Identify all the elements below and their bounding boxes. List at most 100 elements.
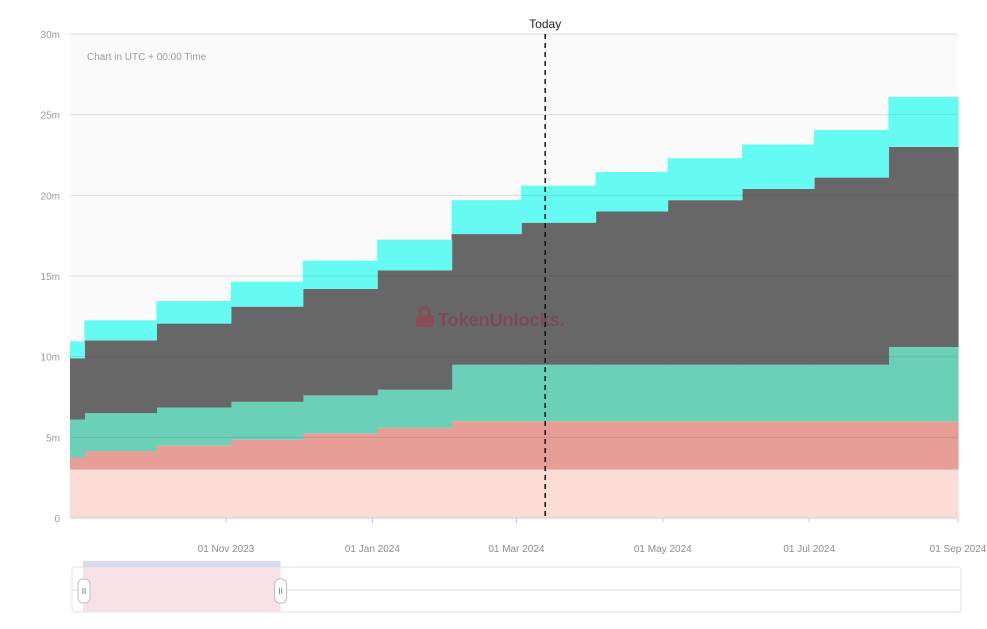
navigator-selection-top — [83, 561, 281, 567]
series-4-segment — [451, 234, 522, 365]
series-4-segment — [521, 222, 597, 365]
series-2-segment — [70, 457, 85, 470]
series-3-segment — [451, 364, 522, 422]
series-1 — [70, 469, 959, 518]
series-2-segment — [667, 421, 743, 470]
series-4-segment — [156, 323, 232, 408]
navigator-handle-left[interactable]: II — [77, 578, 91, 604]
series-3-segment — [377, 389, 453, 428]
watermark-text: TokenUnlocks. — [438, 310, 565, 330]
series-4-segment — [230, 306, 304, 402]
series-2-segment — [156, 445, 232, 470]
series-1-segment — [230, 469, 304, 518]
series-5-segment — [377, 239, 453, 271]
series-3-segment — [742, 364, 815, 422]
series-4-segment — [742, 188, 815, 365]
series-2-segment — [888, 421, 959, 470]
y-tick-label: 15m — [41, 272, 60, 283]
series-1-segment — [888, 469, 959, 518]
series-4-segment — [595, 211, 669, 365]
series-1-segment — [70, 469, 85, 518]
series-3-segment — [302, 395, 378, 434]
series-2-segment — [84, 451, 157, 470]
navigator-selection[interactable] — [83, 567, 281, 612]
series-5-segment — [70, 341, 85, 359]
y-tick-label: 10m — [41, 353, 60, 364]
series-2-segment — [377, 427, 453, 470]
lock-icon — [416, 306, 434, 327]
series-3-segment — [84, 413, 157, 452]
series-3-segment — [595, 364, 669, 422]
today-label: Today — [529, 17, 561, 31]
watermark: TokenUnlocks. — [416, 306, 565, 330]
series-5-segment — [302, 260, 378, 289]
series-3-segment — [156, 407, 232, 446]
series-1-segment — [377, 469, 453, 518]
x-tick-label: 01 May 2024 — [634, 544, 692, 555]
series-5-segment — [521, 185, 597, 223]
series-2-segment — [595, 421, 669, 470]
series-1-segment — [521, 469, 597, 518]
y-tick-label: 0 — [54, 514, 60, 525]
series-5-segment — [156, 301, 232, 324]
x-tick-label: 01 Nov 2023 — [198, 544, 255, 555]
series-1-segment — [742, 469, 815, 518]
series-1-segment — [595, 469, 669, 518]
chart-note: Chart in UTC + 00:00 Time — [87, 52, 207, 63]
y-tick-label: 20m — [41, 191, 60, 202]
series-4-segment — [70, 358, 85, 420]
series-3-segment — [814, 364, 889, 422]
svg-text:II: II — [278, 587, 282, 596]
series-4-segment — [302, 288, 378, 396]
series-4 — [70, 146, 959, 420]
range-navigator[interactable]: II II — [71, 561, 962, 613]
y-axis: 0 5m 10m 15m 20m 25m 30m — [41, 30, 61, 525]
svg-text:II: II — [82, 587, 86, 596]
x-tick-label: 01 Mar 2024 — [488, 544, 545, 555]
series-5-segment — [667, 158, 743, 201]
series-5-segment — [84, 320, 157, 341]
y-tick-label: 5m — [46, 433, 60, 444]
series-4-segment — [84, 340, 157, 414]
series-layer — [70, 96, 959, 518]
series-5-segment — [888, 96, 959, 147]
series-2 — [70, 421, 959, 470]
series-5-segment — [595, 171, 669, 212]
grid-layer — [70, 33, 958, 438]
series-3-segment — [230, 401, 304, 440]
series-4-segment — [814, 177, 889, 365]
y-tick-label: 30m — [41, 30, 60, 41]
series-5-segment — [742, 144, 815, 189]
series-4-segment — [667, 200, 743, 365]
x-axis: 01 Nov 2023 01 Jan 2024 01 Mar 2024 01 May … — [198, 518, 987, 555]
series-2-segment — [521, 421, 597, 470]
series-2-segment — [451, 421, 522, 470]
series-3-segment — [70, 419, 85, 458]
series-3 — [70, 346, 959, 458]
x-tick-label: 01 Jul 2024 — [783, 544, 835, 555]
series-2-segment — [814, 421, 889, 470]
series-5-segment — [451, 200, 522, 235]
series-2-segment — [302, 433, 378, 470]
x-tick-label: 01 Sep 2024 — [930, 544, 987, 555]
series-3-segment — [667, 364, 743, 422]
series-3-segment — [521, 364, 597, 422]
series-1-segment — [84, 469, 157, 518]
navigator-handle-right[interactable]: II — [274, 578, 288, 604]
series-4-segment — [377, 270, 453, 390]
series-5-segment — [814, 129, 889, 178]
series-2-segment — [742, 421, 815, 470]
series-1-segment — [302, 469, 378, 518]
series-1-segment — [451, 469, 522, 518]
series-5-segment — [230, 281, 304, 307]
series-1-segment — [667, 469, 743, 518]
series-1-segment — [814, 469, 889, 518]
series-4-segment — [888, 146, 959, 347]
y-tick-label: 25m — [41, 111, 60, 122]
series-1-segment — [156, 469, 232, 518]
series-3-segment — [888, 346, 959, 422]
x-tick-label: 01 Jan 2024 — [345, 544, 400, 555]
series-5 — [70, 96, 959, 359]
